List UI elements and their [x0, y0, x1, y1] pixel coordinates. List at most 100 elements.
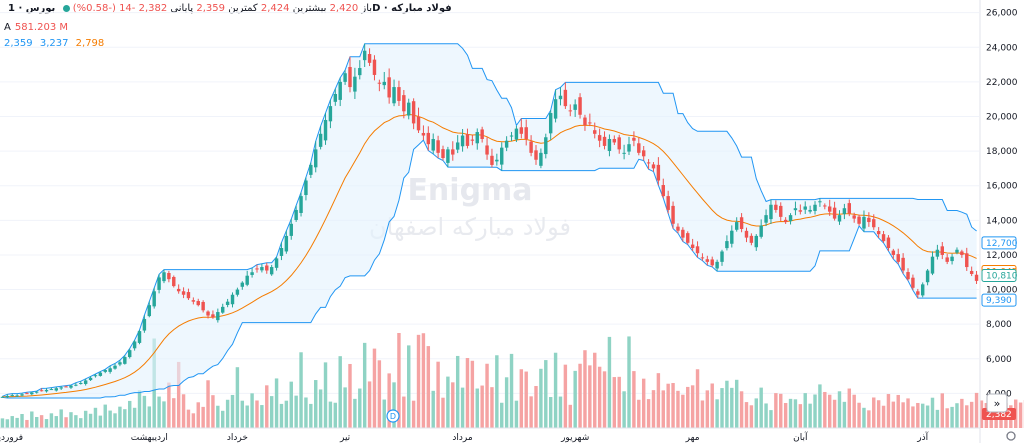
volume-bar [407, 345, 411, 428]
volume-bar [646, 399, 651, 428]
candle-body [221, 306, 225, 313]
candle-body [651, 164, 656, 169]
volume-bar [925, 405, 930, 428]
volume-bar [676, 390, 680, 428]
volume-bar [920, 403, 925, 428]
volume-bar [945, 408, 949, 428]
candle-body [715, 261, 719, 269]
volume-bar [382, 399, 386, 428]
volume-bar [397, 333, 401, 428]
candle-body [818, 201, 822, 203]
volume-bar [832, 399, 837, 428]
volume-bar [524, 371, 528, 428]
symbol-title[interactable]: بورس · 1D · فولاد مبارکه [8, 3, 452, 14]
y-tick-label: 16,000 [986, 182, 1018, 192]
price-tag [981, 269, 1017, 283]
volume-bar [979, 400, 984, 428]
candle-body [637, 143, 641, 153]
volume-bar [358, 388, 362, 428]
candle-body [284, 235, 289, 252]
volume-bar [176, 361, 181, 428]
volume-bar [372, 348, 377, 428]
candle-body [627, 144, 631, 152]
volume-bar [480, 385, 484, 428]
candle-body [754, 235, 758, 248]
candle-body [955, 249, 959, 253]
volume-bar [504, 377, 509, 428]
volume-bar [597, 366, 602, 428]
volume-bar [563, 364, 568, 428]
candle-body [534, 150, 538, 160]
candle-body [730, 230, 734, 244]
candle-body [681, 229, 685, 238]
time-axis[interactable]: فروردین اردیبهشت خرداد تیر مرداد شهریور مهر آبا… [0, 427, 1024, 443]
price-axis[interactable]: 26,000 24,000 22,000 20,000 18,000 16,000 14,0… [979, 0, 1018, 443]
volume-bar [622, 391, 626, 428]
candle-body [79, 383, 83, 385]
bollinger-legend[interactable]: 2,359 3,237 2,798 [4, 38, 104, 49]
volume-bar [69, 412, 73, 428]
volume-bar [641, 378, 646, 428]
volume-bar [485, 363, 489, 428]
candle-body [558, 95, 563, 100]
low-label: کمترین [228, 3, 258, 14]
volume-bar [353, 398, 357, 428]
volume-bar [514, 400, 519, 428]
volume-bar [720, 388, 724, 428]
volume-bar [245, 405, 249, 428]
candle-body [886, 237, 891, 249]
dividend-marker-icon[interactable]: D [386, 409, 400, 423]
candle-body [358, 68, 362, 76]
volume-bar [666, 383, 670, 428]
candle-body [367, 54, 372, 63]
volume-bar [872, 397, 876, 428]
volume-bar [284, 400, 289, 428]
volume-bar [774, 393, 778, 428]
volume-bar [103, 404, 107, 428]
volume-bar [930, 397, 935, 428]
candle-body [602, 136, 607, 146]
candle-body [132, 341, 137, 349]
candle-body [612, 138, 617, 143]
bollinger-bands [2, 43, 977, 399]
candle-body [201, 301, 205, 311]
candle-body [960, 251, 964, 255]
y-tick-label: 8,000 [986, 320, 1012, 330]
watermark-title: Enigma [407, 173, 532, 208]
candle-body [544, 137, 548, 155]
y-tick-label: 14,000 [986, 216, 1018, 226]
volume-bar [475, 388, 479, 428]
candle-body [798, 210, 803, 212]
volume-bar [656, 373, 661, 428]
volume-bar [201, 406, 205, 428]
candle-body [372, 59, 377, 75]
volume-bar [896, 394, 900, 428]
candle-body [240, 282, 245, 287]
candle-body [475, 132, 479, 144]
volume-bar [98, 415, 103, 428]
settings-gear-icon[interactable] [1006, 431, 1016, 441]
volume-bar [705, 390, 710, 428]
volume-bar [274, 378, 279, 428]
volume-bar [686, 386, 690, 428]
candle-body [348, 66, 352, 88]
candle-body [480, 129, 484, 139]
candle-body [137, 331, 142, 343]
candle-body [5, 395, 10, 398]
volume-bar [79, 418, 83, 428]
candle-body [925, 270, 930, 283]
price-tag [981, 293, 1017, 307]
volume-bar [314, 380, 318, 428]
candle-body [739, 217, 744, 229]
volume-bar [108, 410, 112, 428]
volume-bar [235, 367, 240, 428]
candle-body [485, 145, 489, 155]
candle-body [402, 95, 406, 112]
volume-bar [852, 394, 856, 428]
volume-bar [289, 381, 293, 428]
candle-body [152, 291, 156, 307]
scroll-to-latest-button[interactable]: » [986, 393, 1008, 413]
volume-legend[interactable]: A 581.203 M [4, 22, 68, 33]
